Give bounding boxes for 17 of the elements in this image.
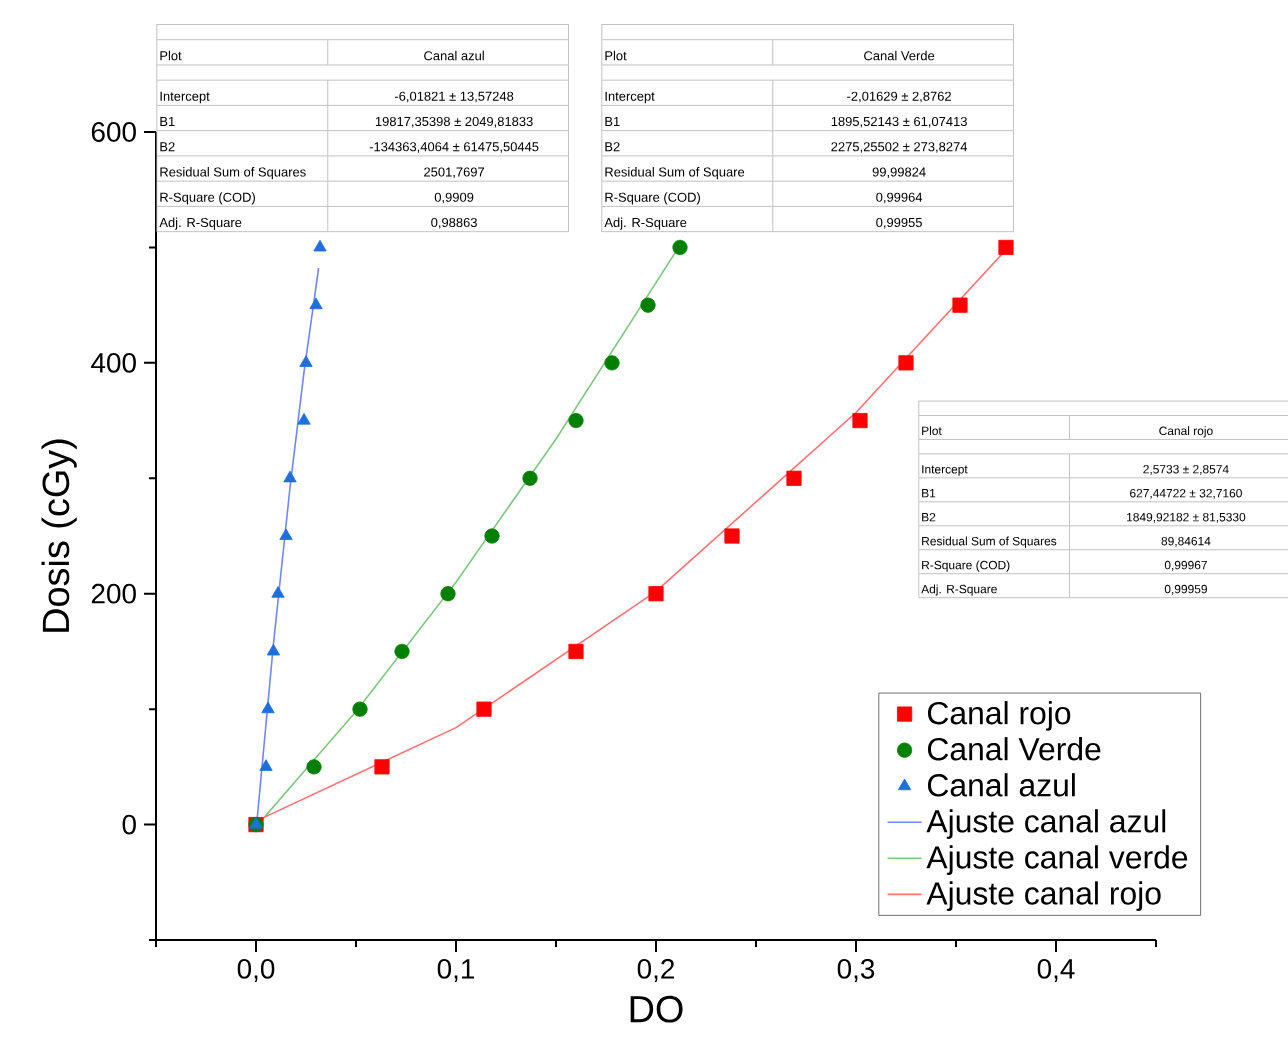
legend-label: Ajuste canal verde [926,845,1188,875]
x-tick-label: 0,1 [437,958,475,983]
legend-label: Ajuste canal rojo [926,881,1161,912]
legend-label: Ajuste canal azul [926,809,1166,839]
legend-label: Canal rojo [927,701,1071,731]
x-tick-label: 0,3 [837,958,875,983]
x-tick-label: 0,2 [637,958,674,983]
y-tick-label: 0 [122,814,136,835]
y-tick-label: 400 [91,352,136,373]
legend-label: Canal Verde [927,737,1101,761]
x-tick-label: 0,4 [1037,958,1075,983]
y-axis-title: Dosis (cGy) [41,439,77,632]
y-tick-label: 600 [91,122,136,142]
legend-label: Canal azul [927,773,1075,797]
x-tick-label: 0,0 [237,958,275,983]
x-axis-title: DO [630,995,683,1023]
y-tick-label: 200 [91,583,136,604]
